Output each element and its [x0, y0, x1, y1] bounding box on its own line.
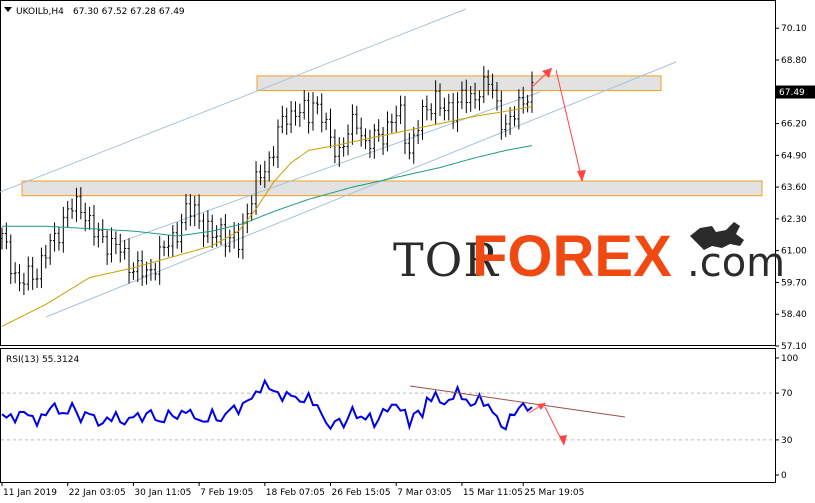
price-tick-label: 64.90 — [781, 151, 807, 161]
ma-short-line — [1, 105, 533, 327]
rsi-tick-label: 0 — [781, 471, 787, 481]
logo-tor-text: TOR — [393, 233, 499, 287]
time-tick-label: 22 Jan 03:05 — [69, 488, 126, 498]
price-tick-label: 58.40 — [781, 310, 807, 320]
rsi-trend-line — [409, 385, 626, 418]
ohlc-values: 67.30 67.52 67.28 67.49 — [73, 7, 185, 17]
time-tick-label: 26 Feb 15:05 — [332, 488, 391, 498]
forecast-arrow-rsi — [528, 402, 567, 446]
rsi-tick-label: 30 — [781, 436, 793, 446]
time-axis: 11 Jan 2019 22 Jan 03:05 30 Jan 11:05 7 Feb… — [1, 482, 584, 498]
time-tick-label: 18 Feb 07:05 — [266, 488, 325, 498]
time-tick-label: 7 Mar 03:05 — [397, 488, 451, 498]
price-tick-label: 68.80 — [781, 56, 807, 66]
resistance-zone — [256, 75, 662, 92]
logo-forex-text: FOREX — [472, 224, 672, 289]
price-tick-label: 70.10 — [781, 24, 807, 34]
symbol-dropdown-icon[interactable] — [4, 7, 12, 12]
bull-icon — [690, 222, 744, 250]
price-tick-label: 62.30 — [781, 215, 807, 225]
rsi-axis: 100 70 30 0 — [775, 354, 798, 481]
rsi-forecast-down-arrowhead — [559, 435, 567, 446]
rsi-panel-frame — [0, 348, 776, 483]
channel-upper-line — [0, 8, 467, 193]
ma-long-line — [2, 145, 533, 237]
time-tick-label: 25 Mar 19:05 — [524, 488, 584, 498]
time-tick-label: 15 Mar 11:05 — [463, 488, 523, 498]
rsi-forecast-up-arrowhead — [537, 403, 546, 410]
forecast-arrow-main — [530, 67, 586, 182]
price-axis: 70.10 68.80 66.20 64.90 63.60 62.30 61.00 59.70… — [775, 24, 807, 352]
last-price-badge — [776, 85, 815, 99]
last-price-label: 67.49 — [779, 88, 805, 98]
price-tick-label: 63.60 — [781, 183, 807, 193]
time-tick-label: 30 Jan 11:05 — [134, 488, 191, 498]
main-panel-frame — [0, 0, 776, 346]
symbol-timeframe-label: UKOILb,H4 — [16, 7, 64, 17]
rsi-label: RSI(13) 55.3124 — [6, 355, 79, 365]
rsi-tick-label: 70 — [781, 389, 793, 399]
time-tick-label: 7 Feb 19:05 — [200, 488, 253, 498]
price-tick-label: 59.70 — [781, 278, 807, 288]
forecast-down-arrowhead — [577, 170, 586, 182]
time-tick-label: 11 Jan 2019 — [3, 488, 57, 498]
forecast-up-arrowhead — [542, 68, 552, 78]
support-zone — [21, 180, 763, 197]
price-tick-label: 61.00 — [781, 247, 807, 257]
price-tick-label: 66.20 — [781, 120, 807, 130]
torforex-logo: TOR FOREX .com — [393, 222, 785, 289]
candlesticks — [0, 66, 534, 296]
forecast-down-segment — [555, 69, 583, 181]
rsi-line — [1, 378, 533, 431]
rsi-tick-label: 100 — [781, 354, 798, 364]
price-tick-label: 57.10 — [781, 342, 807, 352]
